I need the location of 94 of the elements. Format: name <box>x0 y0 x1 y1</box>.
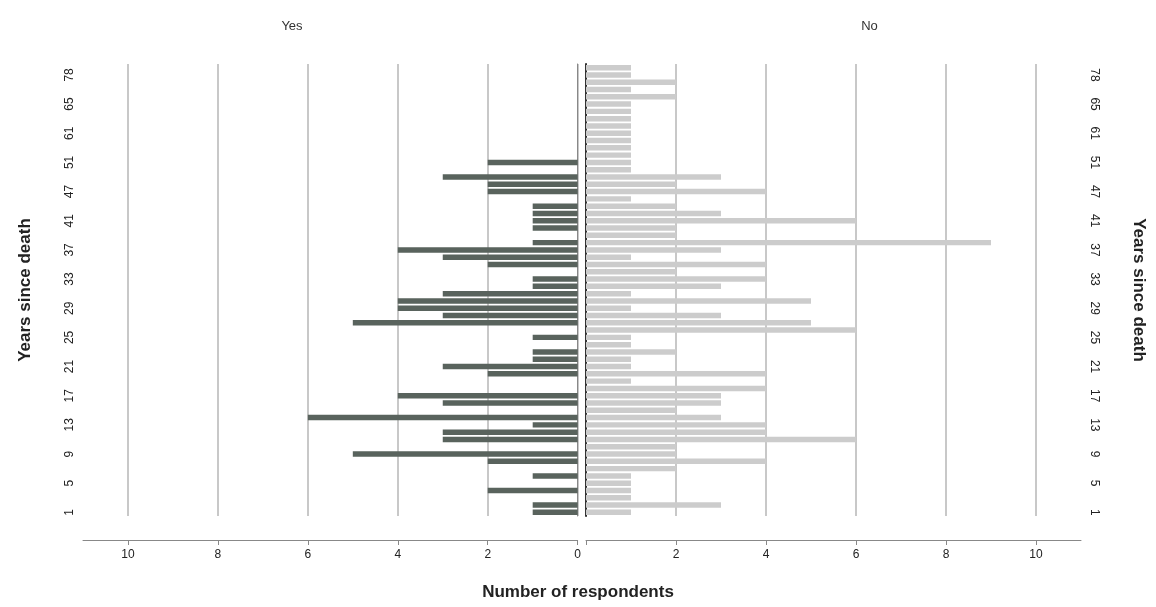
y-tick-label: 51 <box>62 155 76 170</box>
y-tick-label: 78 <box>62 67 76 82</box>
y-axis-title: Years since death <box>1130 218 1149 362</box>
x-axis-title: Number of respondents <box>481 582 675 602</box>
y-tick-label: 17 <box>62 388 76 403</box>
y-tick-label: 29 <box>62 301 76 315</box>
x-tick-label: 10 <box>121 547 135 561</box>
y-tick-label: 41 <box>1088 214 1102 228</box>
y-tick-label: 65 <box>1088 97 1102 112</box>
bar <box>307 414 578 421</box>
bar <box>532 276 578 282</box>
bar <box>352 320 578 326</box>
x-tick-label: 8 <box>942 547 950 561</box>
bar <box>532 218 578 224</box>
bar <box>442 290 578 297</box>
y-tick-label: 25 <box>62 330 76 345</box>
bar <box>532 210 578 217</box>
bar <box>532 334 578 341</box>
y-tick-label: 13 <box>1088 418 1102 432</box>
y-tick-label: 5 <box>62 479 76 487</box>
bar <box>487 487 578 494</box>
bar <box>442 174 578 180</box>
bar <box>586 123 631 129</box>
y-tick-label: 9 <box>62 450 76 458</box>
bar <box>487 261 578 268</box>
x-tick-label: 6 <box>852 547 860 561</box>
bar <box>532 509 578 516</box>
y-tick-label: 25 <box>1088 330 1102 345</box>
x-tick-label: 10 <box>1029 547 1043 561</box>
bar <box>532 473 578 479</box>
y-tick-label: 13 <box>62 417 76 432</box>
y-tick-label: 17 <box>1088 389 1102 403</box>
chart-title: Yes <box>281 18 304 33</box>
bar <box>487 159 578 166</box>
y-tick-label: 61 <box>1088 126 1102 141</box>
x-tick-label: 8 <box>214 547 222 561</box>
bar <box>442 312 578 319</box>
y-tick-label: 9 <box>1088 450 1102 458</box>
y-tick-label: 29 <box>1088 301 1102 316</box>
y-tick-label: 1 <box>1088 509 1102 517</box>
y-tick-label: 1 <box>62 508 76 516</box>
x-tick-label: 0 <box>574 547 582 561</box>
y-tick-label: 61 <box>62 126 76 140</box>
bar <box>586 363 631 370</box>
bar <box>532 502 578 508</box>
bar <box>532 356 578 362</box>
y-tick-label: 21 <box>62 359 76 374</box>
y-tick-label: 21 <box>1088 359 1102 374</box>
bar <box>532 203 578 209</box>
x-tick-label: 2 <box>672 547 680 561</box>
bar <box>487 188 578 195</box>
x-tick-label: 2 <box>484 547 492 561</box>
bar <box>586 487 631 494</box>
bar <box>586 115 631 122</box>
bar <box>397 392 578 399</box>
bar <box>586 159 631 166</box>
bar <box>586 130 631 136</box>
y-tick-label: 51 <box>1088 155 1102 170</box>
bar <box>487 458 578 465</box>
bar <box>532 239 578 246</box>
y-tick-label: 41 <box>62 213 76 228</box>
y-tick-label: 65 <box>62 97 76 111</box>
bar <box>532 283 578 290</box>
bar <box>586 64 631 71</box>
y-tick-label: 37 <box>1088 243 1102 257</box>
bar <box>442 363 578 370</box>
x-tick-label: 4 <box>394 547 402 561</box>
bar <box>442 400 578 406</box>
x-tick-label: 4 <box>762 547 770 561</box>
bar <box>586 108 631 115</box>
bar <box>586 86 631 93</box>
bar <box>586 356 631 362</box>
bar <box>586 509 631 516</box>
bar <box>442 436 578 443</box>
y-tick-label: 78 <box>1088 68 1102 82</box>
y-tick-label: 33 <box>1088 272 1102 287</box>
y-tick-label: 47 <box>1088 184 1102 199</box>
bar <box>487 371 578 377</box>
bar <box>352 451 578 457</box>
y-tick-label: 37 <box>62 242 76 257</box>
bar <box>586 290 631 297</box>
bar <box>586 166 631 173</box>
bar <box>586 334 631 341</box>
bar <box>532 225 578 231</box>
y-tick-label: 47 <box>62 184 76 199</box>
y-axis-title: Years since death <box>15 218 34 362</box>
bar <box>487 181 578 188</box>
bar <box>586 137 631 144</box>
bar <box>586 341 631 348</box>
y-tick-label: 33 <box>62 272 76 286</box>
x-tick-label: 6 <box>304 547 312 561</box>
chart-title: No <box>861 18 878 33</box>
y-tick-label: 5 <box>1088 479 1102 487</box>
bar <box>532 349 578 355</box>
